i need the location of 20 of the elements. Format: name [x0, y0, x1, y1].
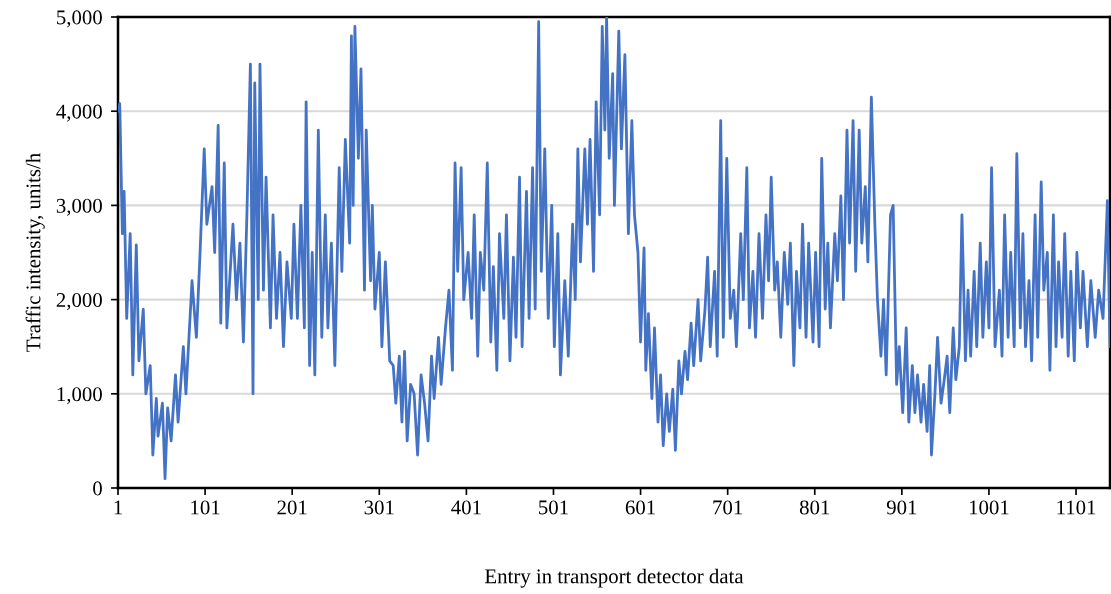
x-tick-label: 701	[713, 500, 743, 515]
x-tick-label: 401	[451, 500, 481, 515]
x-tick-label: 1101	[1057, 500, 1096, 515]
x-tick-label: 101	[191, 500, 220, 515]
x-tick-label: 1	[114, 500, 122, 515]
y-tick-label: 5,000	[57, 10, 102, 28]
x-axis-title: Entry in transport detector data	[485, 568, 744, 588]
y-tick-label: 3,000	[56, 198, 102, 216]
y-tick-label: 1,000	[57, 387, 102, 405]
x-tick-label: 901	[886, 500, 917, 515]
x-tick-label: 801	[799, 500, 830, 515]
x-tick-label: 201	[277, 500, 307, 515]
x-tick-label: 501	[539, 500, 568, 515]
x-tick-label: 301	[364, 500, 394, 515]
y-tick-label: 2,000	[56, 292, 102, 311]
y-axis-title: Traffic intensity, units/h	[25, 153, 45, 352]
x-tick-label: 1001	[969, 500, 1009, 515]
y-tick-label: 4,000	[56, 104, 102, 122]
x-tick-label: 601	[625, 500, 655, 515]
y-tick-label: 0	[93, 481, 102, 496]
